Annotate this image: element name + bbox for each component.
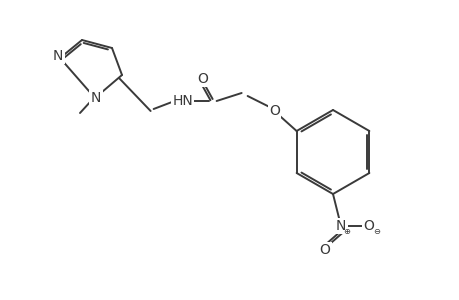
Text: ⊖: ⊖ [373, 227, 380, 236]
Text: O: O [363, 219, 374, 233]
Text: N: N [335, 219, 346, 233]
Text: ⊕: ⊕ [343, 226, 350, 236]
Text: HN: HN [172, 94, 193, 108]
Text: O: O [319, 243, 330, 257]
Text: O: O [269, 104, 280, 118]
Text: O: O [197, 72, 207, 86]
Text: N: N [90, 91, 101, 105]
Text: N: N [53, 49, 63, 63]
